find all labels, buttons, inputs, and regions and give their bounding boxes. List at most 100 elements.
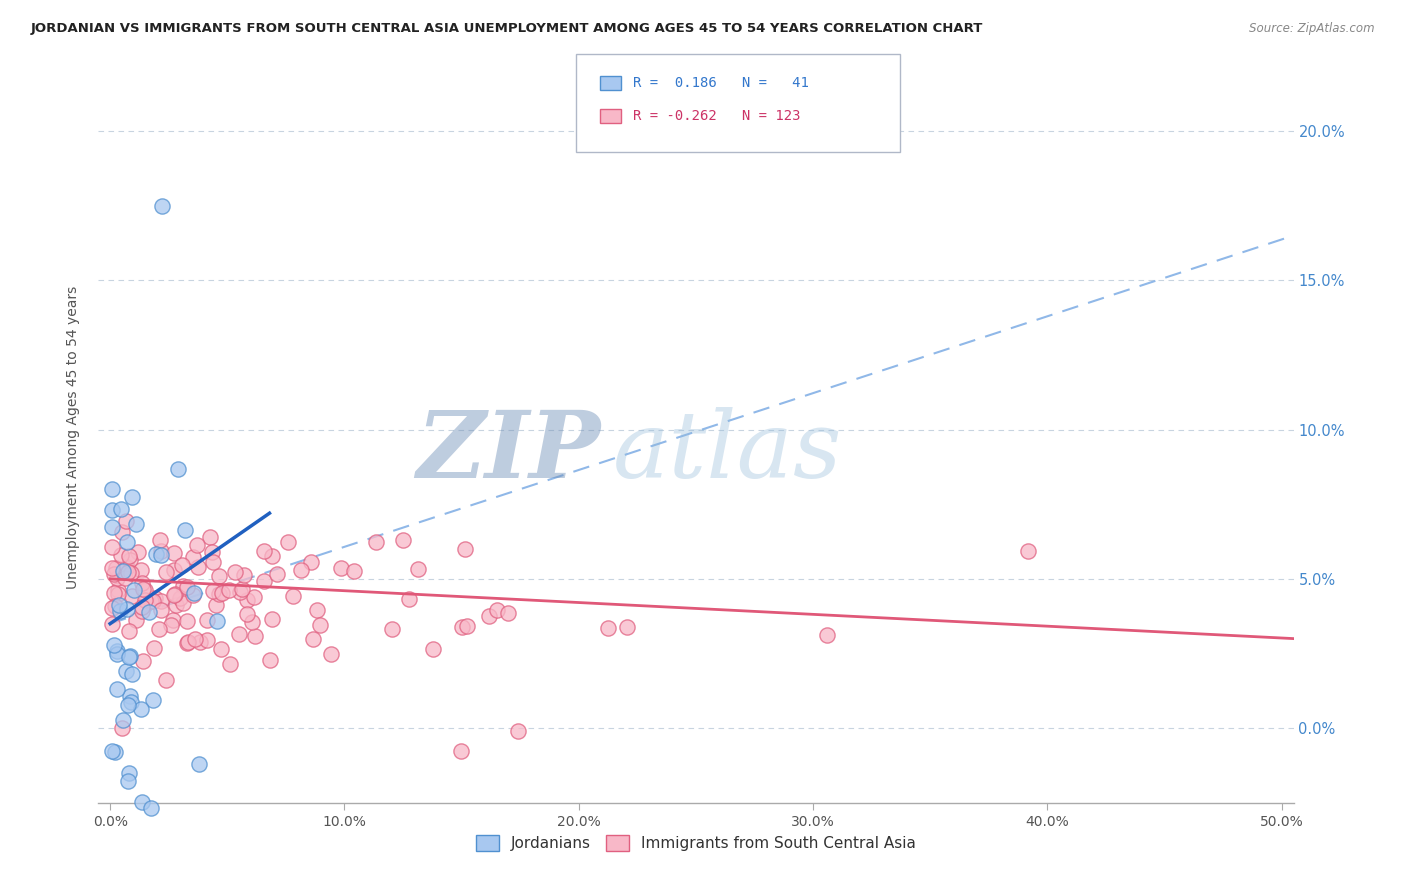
Point [201,555,224,569]
Point [141,801,163,815]
Point [253,574,276,588]
Point [381,622,404,636]
Point [131,795,153,809]
Point [121,490,143,504]
Point [183,585,205,599]
Point [236,607,259,622]
Point [118,624,141,638]
Point [101,601,124,615]
Point [120,566,142,580]
Point [160,618,183,632]
Point [110,524,132,539]
Point [134,583,156,598]
Point [155,673,177,687]
Point [163,546,186,560]
Point [103,638,125,652]
Text: R =  0.186   N =   41: R = 0.186 N = 41 [633,76,808,90]
Point [200,530,222,544]
Point [125,613,148,627]
Text: ZIP: ZIP [416,407,600,497]
Point [242,590,264,604]
Point [343,564,366,578]
Point [259,653,281,667]
Text: JORDANIAN VS IMMIGRANTS FROM SOUTH CENTRAL ASIA UNEMPLOYMENT AMONG AGES 45 TO 54: JORDANIAN VS IMMIGRANTS FROM SOUTH CENTR… [31,22,983,36]
Point [117,565,139,579]
Point [169,591,191,605]
Point [176,614,198,628]
Point [138,605,160,619]
Point [290,563,312,577]
Point [162,613,184,627]
Point [155,565,177,579]
Point [330,561,353,575]
Point [110,501,132,516]
Point [108,598,131,612]
Point [148,622,170,636]
Point [127,545,149,559]
Point [115,602,138,616]
Point [456,619,478,633]
Point [118,766,141,780]
Point [114,571,136,585]
Point [242,615,264,629]
Point [103,586,125,600]
Point [115,534,138,549]
Point [145,547,167,561]
Point [132,654,155,668]
Point [266,566,288,581]
Point [188,756,211,771]
Point [104,745,127,759]
Point [176,580,198,594]
Point [406,562,429,576]
Point [262,549,284,564]
Point [450,744,472,758]
Point [108,604,131,618]
Point [218,582,240,597]
Point [486,602,509,616]
Point [616,620,638,634]
Point [150,199,173,213]
Point [132,582,155,596]
Point [117,698,139,713]
Point [142,593,165,607]
Point [129,563,152,577]
Point [172,579,194,593]
Point [262,612,284,626]
Point [104,560,127,574]
Point [105,643,128,657]
Point [122,582,145,597]
Point [150,549,173,563]
Point [150,544,173,558]
Point [211,586,233,600]
Point [115,560,138,574]
Point [277,534,299,549]
Point [596,621,619,635]
Point [181,588,204,602]
Point [422,642,444,657]
Point [183,632,205,647]
Point [207,615,229,629]
Point [118,648,141,663]
Point [231,582,253,596]
Point [115,665,138,679]
Point [177,634,200,648]
Point [101,540,124,554]
Point [187,560,209,574]
Point [103,567,125,582]
Point [111,721,134,735]
Point [105,570,128,584]
Point [121,666,143,681]
Point [105,681,128,696]
Point [163,562,186,576]
Point [165,587,187,601]
Point [506,723,529,738]
Point [1017,544,1039,558]
Point [308,618,330,632]
Text: Source: ZipAtlas.com: Source: ZipAtlas.com [1250,22,1375,36]
Point [301,632,323,646]
Text: R = -0.262   N = 123: R = -0.262 N = 123 [633,109,800,123]
Point [118,690,141,704]
Point [139,594,162,608]
Point [110,549,132,563]
Point [101,617,124,632]
